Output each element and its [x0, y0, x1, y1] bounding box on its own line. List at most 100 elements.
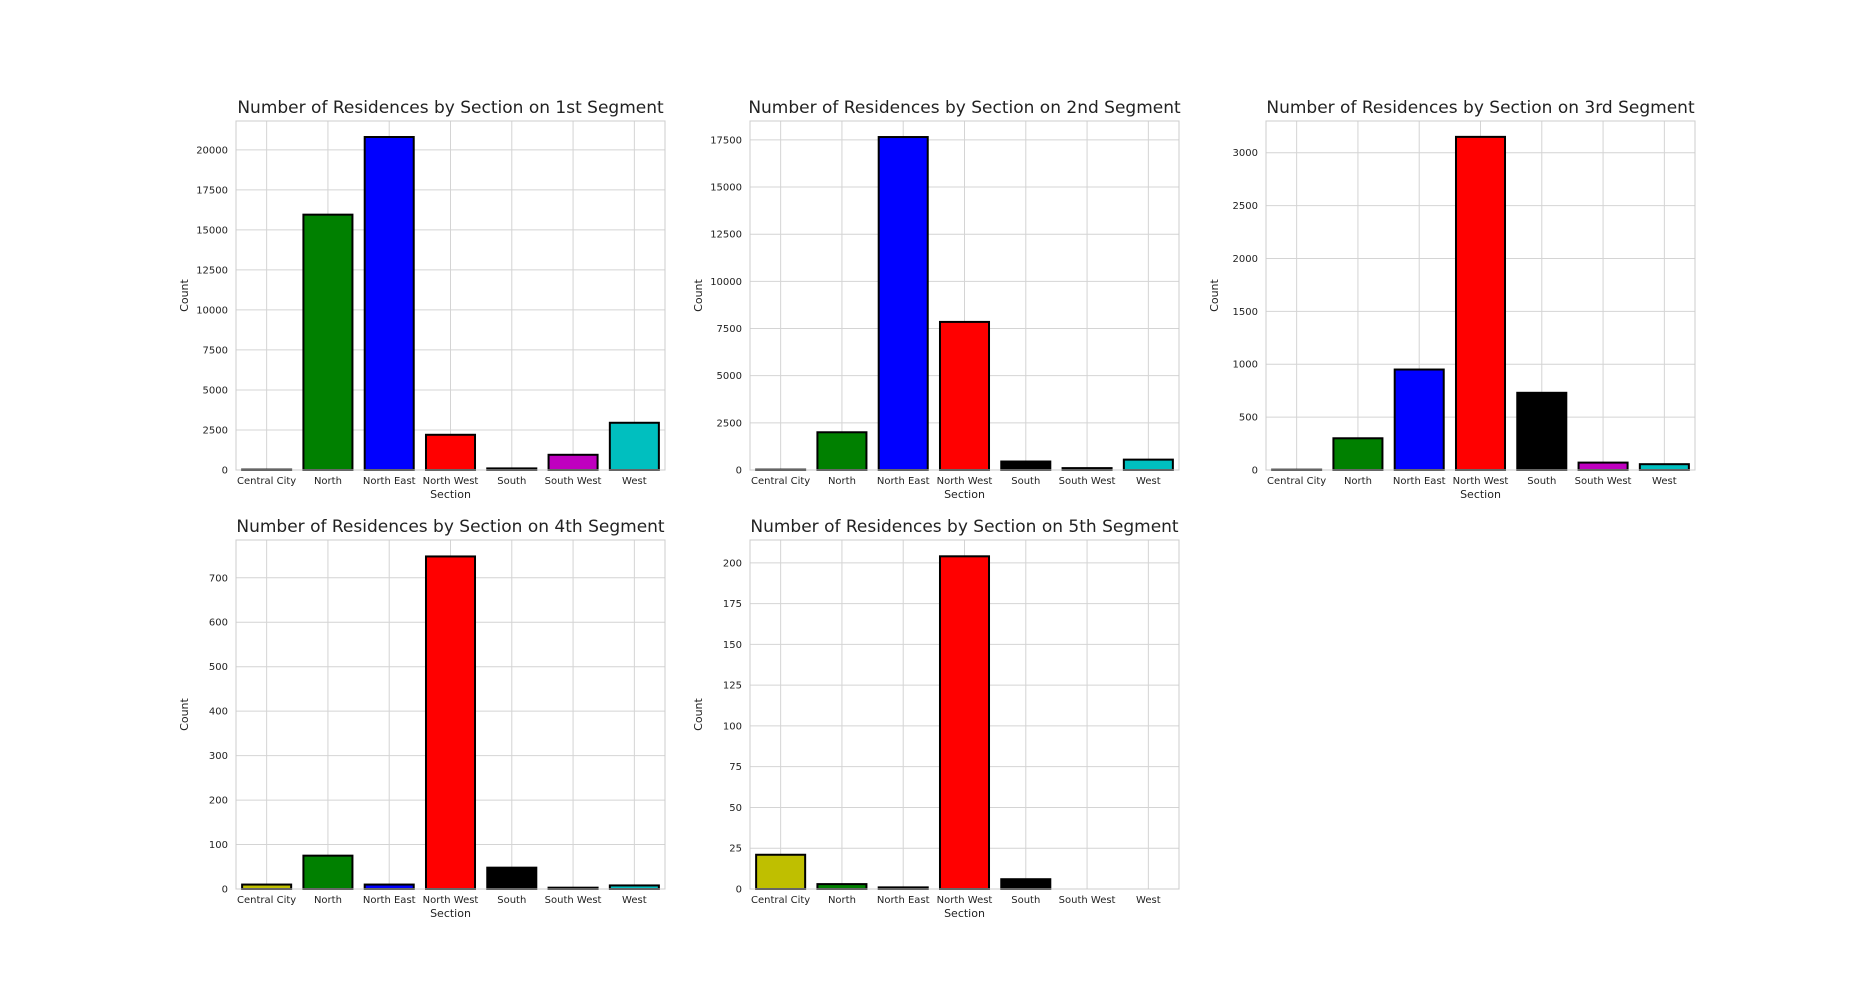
x-axis-label: Section	[944, 907, 985, 920]
x-axis-label: Section	[430, 907, 471, 920]
y-tick-label: 2500	[203, 425, 228, 436]
y-axis-label: Count	[692, 697, 705, 730]
bar-south	[1000, 460, 1052, 471]
y-tick-label: 7500	[203, 345, 228, 356]
x-tick-label: West	[1652, 476, 1677, 487]
y-tick-label: 100	[723, 721, 742, 732]
x-tick-label: North West	[1453, 476, 1509, 487]
x-tick-label: North West	[937, 895, 993, 906]
bar-west	[608, 421, 660, 472]
y-tick-label: 0	[222, 885, 228, 896]
x-tick-label: Central City	[237, 476, 296, 487]
x-tick-label: North	[828, 895, 856, 906]
y-tick-label: 1000	[1233, 360, 1258, 371]
y-tick-label: 300	[209, 751, 228, 762]
x-tick-label: Central City	[1267, 476, 1326, 487]
x-tick-label: West	[622, 476, 647, 487]
bar-north-east	[1393, 368, 1445, 471]
y-tick-label: 15000	[196, 225, 228, 236]
y-tick-label: 5000	[717, 371, 742, 382]
y-tick-label: 125	[723, 681, 742, 692]
x-tick-label: South West	[545, 476, 602, 487]
y-tick-label: 17500	[710, 135, 742, 146]
y-tick-label: 10000	[196, 305, 228, 316]
x-tick-label: Central City	[751, 476, 810, 487]
x-axis-label: Section	[944, 488, 985, 501]
y-tick-label: 100	[209, 840, 228, 851]
y-tick-label: 0	[1252, 466, 1258, 477]
y-axis-label: Count	[1208, 278, 1221, 311]
y-tick-label: 0	[222, 466, 228, 477]
bar-south-west	[1577, 461, 1629, 471]
y-tick-label: 12500	[710, 230, 742, 241]
chart-title: Number of Residences by Section on 4th S…	[236, 517, 665, 537]
chart-panel-4: 0 100 200 300 400 500 600 700 Central City North N…	[178, 517, 666, 920]
x-tick-label: West	[1136, 476, 1161, 487]
x-tick-label: South West	[1059, 476, 1116, 487]
chart-title: Number of Residences by Section on 1st S…	[237, 98, 664, 118]
y-tick-label: 5000	[203, 385, 228, 396]
y-axis-label: Count	[178, 697, 191, 730]
bar-central-city	[755, 853, 807, 890]
bar-north-west	[938, 555, 991, 890]
y-tick-label: 2500	[717, 418, 742, 429]
x-tick-label: West	[622, 895, 647, 906]
y-tick-label: 17500	[196, 185, 228, 196]
x-tick-label: North East	[363, 895, 416, 906]
bar-north	[1332, 437, 1384, 472]
bar-south-west	[547, 453, 599, 472]
axes-frame	[749, 539, 1180, 890]
y-tick-label: 400	[209, 707, 228, 718]
axes-frame	[749, 120, 1180, 471]
x-tick-label: North West	[937, 476, 993, 487]
x-tick-label: North East	[877, 476, 930, 487]
bar-north-west	[424, 433, 477, 471]
bar-west	[1122, 458, 1174, 472]
bar-south	[1000, 878, 1052, 891]
x-tick-label: South	[497, 476, 526, 487]
y-tick-label: 600	[209, 618, 228, 629]
y-tick-label: 500	[209, 662, 228, 673]
y-tick-label: 2500	[1233, 201, 1258, 212]
y-axis-label: Count	[178, 278, 191, 311]
x-tick-label: South	[1527, 476, 1556, 487]
chart-panel-1: 0 2500 5000 7500 10000 12500 15000 17500 20000 Ce…	[178, 98, 666, 501]
y-tick-label: 7500	[717, 324, 742, 335]
bar-south	[1516, 391, 1568, 471]
y-tick-label: 20000	[196, 145, 228, 156]
y-axis-label: Count	[692, 278, 705, 311]
bar-north-east	[363, 136, 415, 471]
y-tick-label: 0	[736, 466, 742, 477]
chart-panel-2: 0 2500 5000 7500 10000 12500 15000 17500 Central…	[692, 98, 1181, 501]
y-tick-label: 1500	[1233, 307, 1258, 318]
axes-frame	[235, 539, 666, 890]
x-tick-label: North East	[363, 476, 416, 487]
bar-north-west	[424, 555, 477, 891]
x-tick-label: North East	[1393, 476, 1446, 487]
y-tick-label: 75	[729, 762, 742, 773]
x-tick-label: North	[314, 895, 342, 906]
x-tick-label: North	[314, 476, 342, 487]
bar-north-east	[877, 136, 929, 472]
bar-south	[486, 866, 538, 890]
x-tick-label: South	[497, 895, 526, 906]
y-tick-label: 50	[729, 803, 742, 814]
y-tick-label: 3000	[1233, 148, 1258, 159]
y-tick-label: 12500	[196, 265, 228, 276]
bar-north-east	[363, 883, 415, 890]
bar-north	[816, 431, 868, 471]
y-tick-label: 200	[723, 558, 742, 569]
x-tick-label: South	[1011, 895, 1040, 906]
y-tick-label: 150	[723, 640, 742, 651]
x-tick-label: Central City	[237, 895, 296, 906]
x-tick-label: North	[828, 476, 856, 487]
x-tick-label: West	[1136, 895, 1161, 906]
y-tick-label: 2000	[1233, 254, 1258, 265]
y-tick-label: 10000	[710, 277, 742, 288]
bar-central-city	[241, 883, 293, 890]
axes-frame	[235, 120, 666, 471]
x-tick-label: Central City	[751, 895, 810, 906]
x-tick-label: South West	[545, 895, 602, 906]
y-tick-label: 500	[1239, 413, 1258, 424]
